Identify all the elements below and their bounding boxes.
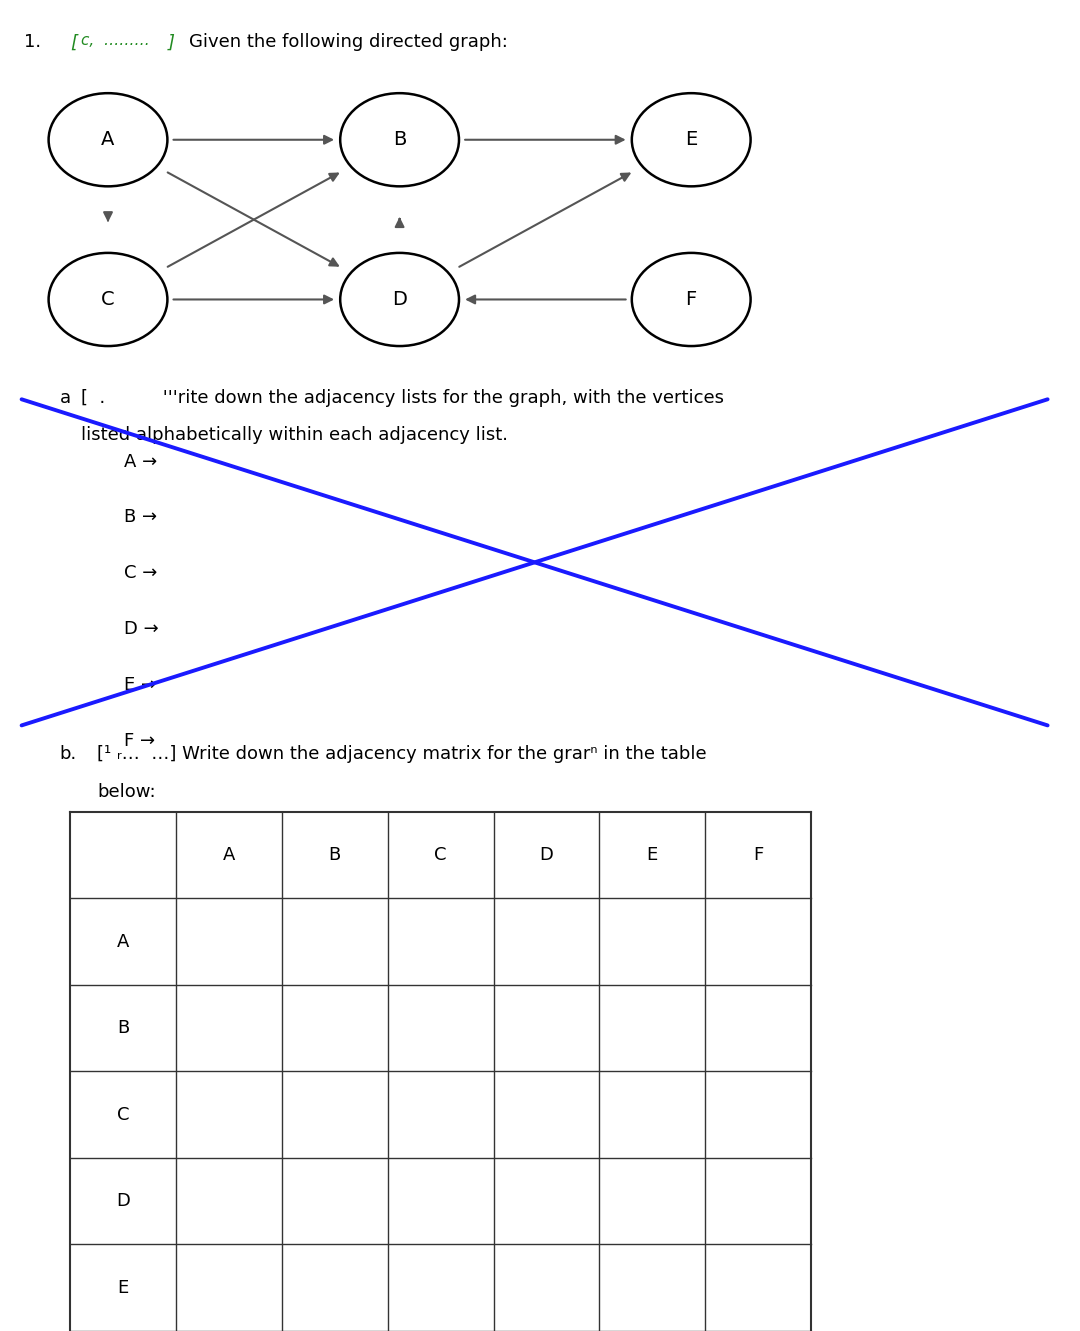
Text: E →: E →	[124, 676, 157, 695]
Ellipse shape	[340, 93, 459, 186]
Text: below:: below:	[97, 783, 156, 801]
Text: E: E	[647, 847, 658, 864]
Ellipse shape	[632, 93, 751, 186]
Text: F: F	[686, 290, 697, 309]
Ellipse shape	[49, 253, 167, 346]
Text: A: A	[117, 933, 130, 950]
Text: C: C	[102, 290, 114, 309]
Text: C: C	[434, 847, 447, 864]
Text: ]: ]	[167, 33, 174, 52]
Text: E: E	[118, 1279, 129, 1296]
Text: E: E	[685, 130, 698, 149]
Text: D →: D →	[124, 620, 159, 639]
Text: C →: C →	[124, 564, 158, 583]
Text: B →: B →	[124, 508, 158, 527]
Text: D: D	[540, 847, 553, 864]
Text: A: A	[102, 130, 114, 149]
Text: D: D	[392, 290, 407, 309]
Text: B: B	[393, 130, 406, 149]
Text: B: B	[328, 847, 341, 864]
Text: [: [	[70, 33, 77, 52]
Text: C: C	[117, 1106, 130, 1123]
Ellipse shape	[49, 93, 167, 186]
Ellipse shape	[632, 253, 751, 346]
Text: F: F	[753, 847, 764, 864]
Text: D: D	[117, 1193, 130, 1210]
Text: b.: b.	[59, 745, 77, 764]
Text: B: B	[117, 1020, 130, 1037]
Text: 1.: 1.	[24, 33, 41, 52]
Text: Given the following directed graph:: Given the following directed graph:	[189, 33, 508, 52]
Text: a: a	[59, 389, 70, 407]
Text: listed alphabetically within each adjacency list.: listed alphabetically within each adjace…	[81, 426, 508, 445]
Text: A →: A →	[124, 453, 158, 471]
Text: A: A	[222, 847, 235, 864]
Text: c,  ………: c, ………	[81, 33, 150, 48]
Text: F →: F →	[124, 732, 156, 751]
Text: [  .          '''rite down the adjacency lists for the graph, with the vertices: [ . '''rite down the adjacency lists for…	[81, 389, 724, 407]
Text: [¹ ᵣ…  …] Write down the adjacency matrix for the grarⁿ in the table: [¹ ᵣ… …] Write down the adjacency matrix…	[97, 745, 706, 764]
Ellipse shape	[340, 253, 459, 346]
